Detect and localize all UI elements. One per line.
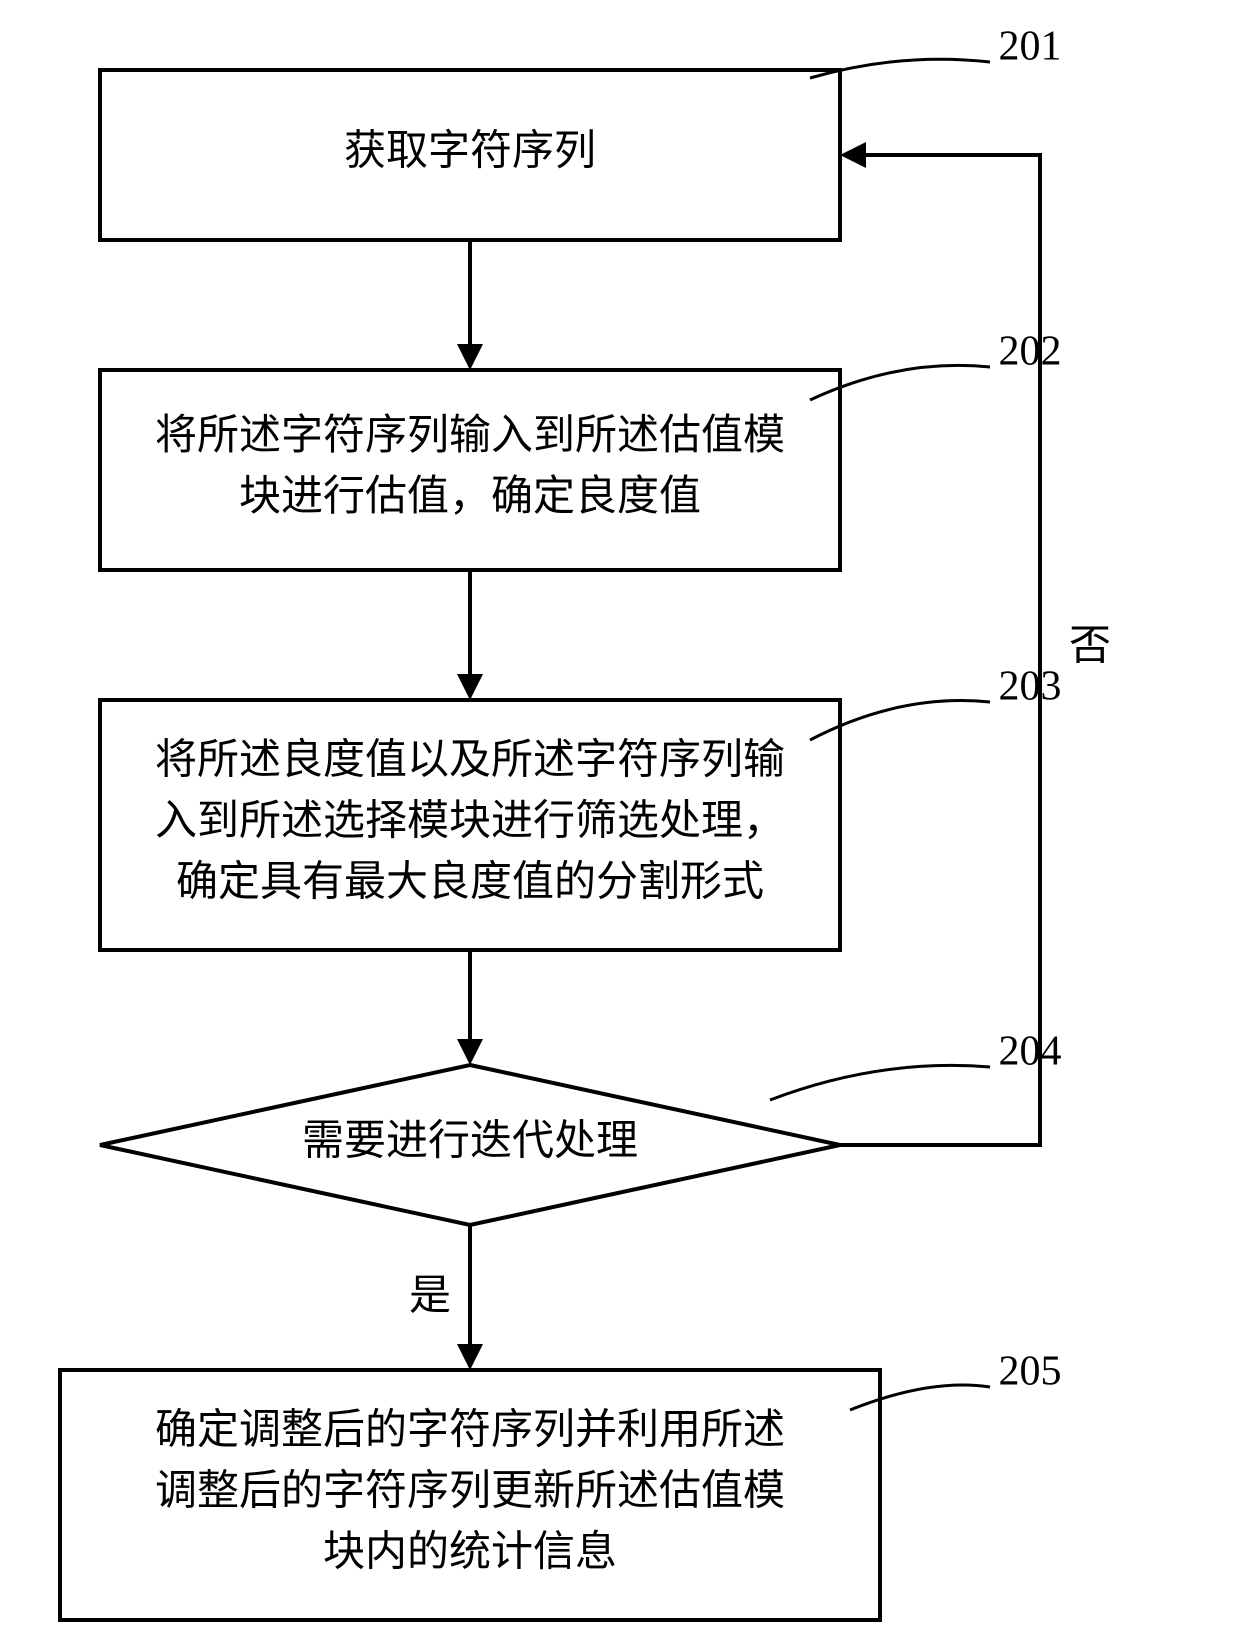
svg-text:需要进行迭代处理: 需要进行迭代处理 <box>302 1119 638 1165</box>
step-label-201: 201 <box>810 24 1062 78</box>
flow-node-n202 <box>100 370 840 570</box>
step-label-202: 202 <box>810 329 1062 400</box>
svg-text:204: 204 <box>999 1029 1062 1075</box>
svg-text:202: 202 <box>999 329 1062 375</box>
step-label-204: 204 <box>770 1029 1062 1100</box>
svg-text:调整后的字符序列更新所述估值模: 调整后的字符序列更新所述估值模 <box>155 1468 785 1515</box>
edge-label: 是 <box>409 1274 451 1320</box>
svg-text:入到所述选择模块进行筛选处理，: 入到所述选择模块进行筛选处理， <box>155 799 785 845</box>
flow-edge-3: 是 <box>409 1225 470 1346</box>
svg-text:块内的统计信息: 块内的统计信息 <box>323 1529 617 1576</box>
svg-text:203: 203 <box>999 664 1062 710</box>
svg-text:获取字符序列: 获取字符序列 <box>344 128 596 175</box>
svg-text:将所述良度值以及所述字符序列输: 将所述良度值以及所述字符序列输 <box>155 737 785 784</box>
step-label-203: 203 <box>810 664 1062 740</box>
svg-text:将所述字符序列输入到所述估值模: 将所述字符序列输入到所述估值模 <box>155 412 785 459</box>
svg-text:205: 205 <box>999 1349 1062 1395</box>
flow-edge-4: 否 <box>840 155 1111 1145</box>
svg-text:201: 201 <box>999 24 1062 70</box>
svg-text:确定调整后的字符序列并利用所述: 确定调整后的字符序列并利用所述 <box>155 1407 785 1454</box>
svg-text:块进行估值，确定良度值: 块进行估值，确定良度值 <box>239 473 701 520</box>
edge-label: 否 <box>1069 624 1111 670</box>
svg-text:确定具有最大良度值的分割形式: 确定具有最大良度值的分割形式 <box>176 859 764 906</box>
